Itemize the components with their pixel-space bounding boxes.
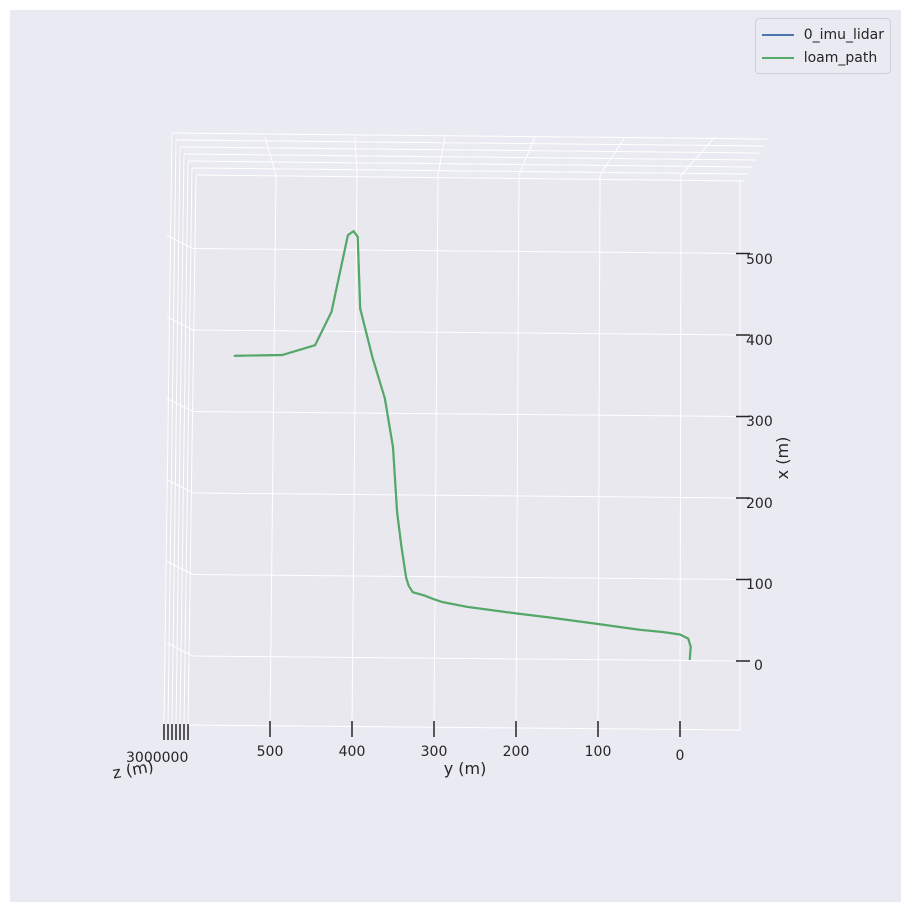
z-axis-label: z (m) <box>111 757 155 783</box>
x-tick-label: 400 <box>746 333 773 349</box>
legend-entry-imu-lidar: 0_imu_lidar <box>761 23 884 46</box>
grid-line-horizontal <box>192 248 741 254</box>
frame-line <box>195 174 745 182</box>
grid-line-top <box>599 136 626 176</box>
grid-line-side <box>166 561 194 575</box>
grid-line-horizontal <box>192 329 741 336</box>
legend: 0_imu_lidar loam_path <box>754 18 891 74</box>
back-pane <box>188 175 740 730</box>
frame-line <box>191 167 749 175</box>
frame-line <box>163 132 173 726</box>
grid-line-horizontal <box>192 574 741 580</box>
frame-line <box>175 153 185 726</box>
legend-swatch-green <box>761 56 794 59</box>
plot-3d-axes: 500 400 300 200 100 0 500 400 300 200 10… <box>111 132 792 783</box>
grid-line-top <box>354 136 358 176</box>
legend-entry-loam-path: loam_path <box>761 46 884 69</box>
frame-line <box>167 139 177 726</box>
grid-line-side <box>166 642 194 657</box>
frame-line <box>179 146 761 154</box>
grid-line-vertical <box>597 174 601 727</box>
grid-line-top <box>518 136 536 176</box>
x-tick-label: 100 <box>746 577 773 593</box>
grid-line-horizontal <box>192 492 741 499</box>
grid-line-side <box>166 235 194 249</box>
y-tick-label: 500 <box>257 744 284 760</box>
series-line-loam_path <box>233 230 692 661</box>
frame-line <box>179 160 189 726</box>
frame-line <box>183 153 757 161</box>
x-tick-label: 300 <box>746 414 773 430</box>
y-tick-label: 400 <box>339 744 366 760</box>
grid-line-top <box>680 136 716 176</box>
frame-line <box>171 132 769 140</box>
z-tick-label: 3000000 <box>126 750 188 766</box>
grid-line-top <box>264 136 277 176</box>
grid-line-horizontal <box>192 655 741 662</box>
x-axis-label: x (m) <box>773 437 792 480</box>
figure: 500 400 300 200 100 0 500 400 300 200 10… <box>10 10 901 902</box>
axis-panes <box>164 133 740 730</box>
x-tick-label: 500 <box>746 252 773 268</box>
grid-line-vertical <box>515 174 520 727</box>
legend-label: loam_path <box>803 49 878 66</box>
grid-line-vertical <box>269 174 277 727</box>
frame-line <box>187 174 197 726</box>
frame-line <box>171 146 181 726</box>
frame-line <box>175 139 765 147</box>
frame-line <box>183 167 193 726</box>
x-tick-label: 200 <box>746 496 773 512</box>
grid-line-side <box>166 398 194 412</box>
y-tick-label: 0 <box>676 748 685 764</box>
grid-line-side <box>166 316 194 331</box>
grid-line-vertical <box>433 174 439 727</box>
grid-lines <box>163 132 769 731</box>
tick-marks <box>163 252 750 740</box>
y-axis-label: y (m) <box>444 759 487 778</box>
series-lines <box>233 230 692 661</box>
y-tick-label: 300 <box>421 744 448 760</box>
x-tick-label: 0 <box>754 658 763 674</box>
grid-line-vertical <box>351 174 358 727</box>
grid-line-side <box>166 479 194 494</box>
grid-line-top <box>437 136 446 176</box>
y-tick-label: 100 <box>585 744 612 760</box>
legend-swatch-blue <box>761 33 794 36</box>
frame-line <box>187 724 741 731</box>
legend-label: 0_imu_lidar <box>803 26 884 43</box>
grid-line-horizontal <box>192 411 741 417</box>
y-tick-label: 200 <box>503 744 530 760</box>
frame-line <box>187 160 753 168</box>
